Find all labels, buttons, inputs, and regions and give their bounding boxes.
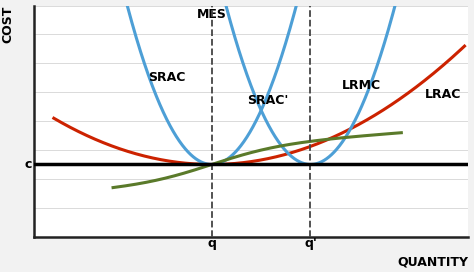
Text: c: c — [25, 158, 32, 171]
Text: q': q' — [304, 237, 317, 250]
Text: LRAC: LRAC — [425, 88, 461, 101]
Text: SRAC: SRAC — [149, 70, 186, 84]
Text: LRMC: LRMC — [342, 79, 381, 92]
Text: SRAC': SRAC' — [247, 94, 289, 107]
Text: MES: MES — [197, 8, 227, 21]
Text: QUANTITY: QUANTITY — [397, 255, 468, 268]
Text: COST: COST — [1, 5, 15, 43]
Text: q: q — [207, 237, 216, 250]
